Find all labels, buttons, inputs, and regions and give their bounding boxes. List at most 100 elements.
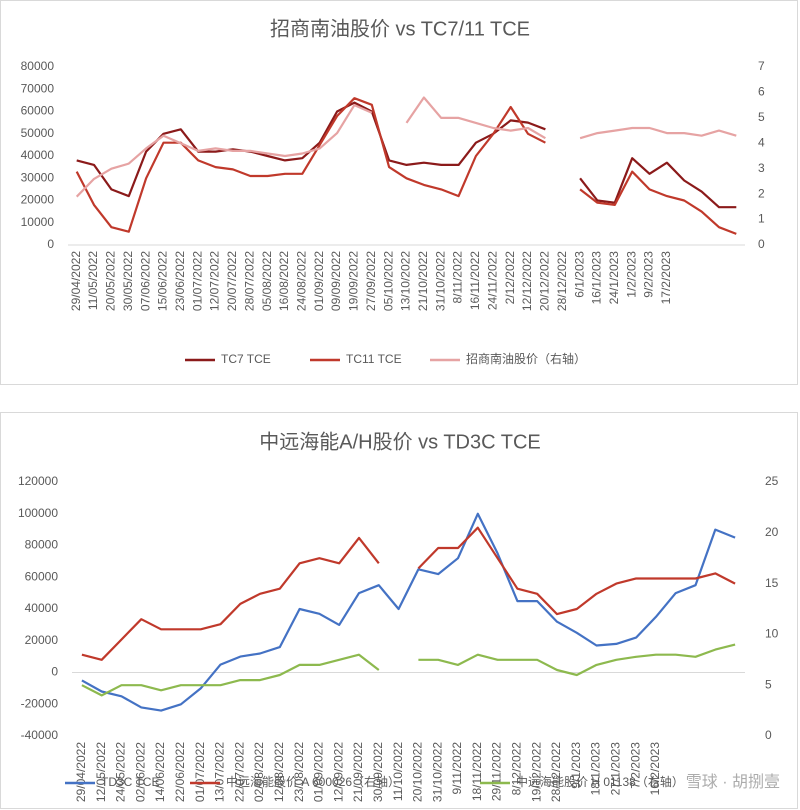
x-tick-label: 8/12/2022 [510,742,524,796]
x-tick-label: 19/09/2022 [347,251,361,311]
y2-tick-label: 3 [758,161,765,175]
y-tick-label: 20000 [25,633,59,647]
x-tick-label: 22/06/2022 [173,742,187,802]
x-tick-label: 21/10/2022 [416,251,430,311]
chart-title: 中远海能A/H股价 vs TD3C TCE [259,430,541,453]
legend-label: TD3C TCE [101,775,159,789]
x-tick-label: 07/06/2022 [138,251,152,311]
x-tick-label: 02/08/2022 [252,742,266,802]
y-tick-label: 40000 [21,148,55,162]
x-tick-label: 23/08/2022 [292,742,306,802]
y-tick-label: -40000 [21,728,59,742]
x-tick-label: 23/06/2022 [173,251,187,311]
x-tick-label: 14/06/2022 [153,742,167,802]
line-series [405,96,546,140]
y-tick-label: 60000 [25,569,59,583]
x-tick-label: 16/2/2023 [648,742,662,796]
x-tick-label: 9/11/2022 [450,742,464,795]
line-series [418,643,736,677]
x-tick-label: 29/04/2022 [69,251,83,311]
y-tick-label: 0 [51,665,58,679]
x-tick-label: 15/06/2022 [156,251,170,311]
x-tick-label: 24/05/2022 [114,742,128,802]
x-tick-label: 21/09/2022 [351,742,365,802]
x-tick-label: 1/2/2023 [624,251,638,298]
x-tick-label: 8/11/2022 [451,251,465,304]
legend-label: 招商南油股价（右轴） [466,351,586,366]
legend-label: 中远海能股价 H 01138（右轴） [516,774,684,789]
x-tick-label: 12/08/2022 [272,742,286,802]
line-series [417,526,736,616]
x-tick-label: 01/09/2022 [312,742,326,802]
y-tick-label: 120000 [18,474,58,488]
y2-tick-label: 4 [758,135,765,149]
line-series [81,536,380,661]
watermark: 雪球 · 胡捌壹 [686,773,780,791]
x-tick-label: 28/07/2022 [242,251,256,311]
y2-tick-label: 1 [758,212,765,226]
x-tick-label: 27/09/2022 [364,251,378,311]
x-tick-label: 01/09/2022 [312,251,326,311]
legend-label: TC7 TCE [221,352,271,366]
x-tick-label: 18/11/2022 [470,742,484,801]
legend-label: TC11 TCE [346,352,402,366]
y2-tick-label: 7 [758,59,765,73]
y2-tick-label: 0 [758,237,765,251]
y2-tick-label: 20 [765,525,779,539]
x-tick-label: 12/12/2022 [520,251,534,311]
x-tick-label: 20/05/2022 [104,251,118,311]
x-tick-label: 12/09/2022 [331,742,345,802]
y2-tick-label: 5 [765,677,772,691]
x-tick-label: 31/10/2022 [433,251,447,311]
x-tick-label: 16/08/2022 [277,251,291,311]
y-tick-label: 60000 [21,104,55,118]
x-tick-label: 01/07/2022 [190,251,204,311]
x-tick-label: 30/05/2022 [121,251,135,311]
legend-label: 中远海能股价 A 600026（右轴） [226,774,400,789]
x-tick-label: 2/12/2022 [503,251,517,305]
y-tick-label: 100000 [18,506,58,520]
x-tick-label: 28/12/2022 [555,251,569,311]
x-tick-label: 09/09/2022 [329,251,343,311]
x-tick-label: 16/1/2023 [590,251,604,305]
y-tick-label: 80000 [25,538,59,552]
x-tick-label: 28/12/2022 [549,742,563,802]
x-tick-label: 11/05/2022 [86,251,100,310]
y2-tick-label: 25 [765,474,779,488]
x-tick-label: 20/10/2022 [411,742,425,802]
line-series [579,157,737,209]
line-series [579,170,737,235]
x-tick-label: 7/2/2023 [628,742,642,789]
chart-frame [0,412,798,809]
x-tick-label: 13/10/2022 [399,251,413,311]
x-tick-label: 9/1/2023 [569,742,583,789]
y-tick-label: 10000 [21,215,55,229]
y-tick-label: 20000 [21,193,55,207]
x-tick-label: 17/2/2023 [659,251,673,305]
line-series [75,97,546,233]
line-series [81,653,380,697]
x-tick-label: 01/07/2022 [193,742,207,802]
y-tick-label: 30000 [21,170,55,184]
y-tick-label: 70000 [21,81,55,95]
y2-tick-label: 15 [765,576,779,590]
y-tick-label: 50000 [21,126,55,140]
chart-title: 招商南油股价 vs TC7/11 TCE [270,17,530,40]
x-tick-label: 16/11/2022 [468,251,482,310]
x-tick-label: 20/07/2022 [225,251,239,311]
x-tick-label: 24/08/2022 [295,251,309,311]
x-tick-label: 29/04/2022 [74,742,88,802]
x-tick-label: 6/1/2023 [572,251,586,298]
x-tick-label: 02/06/2022 [133,742,147,802]
y-tick-label: 40000 [25,601,59,615]
x-tick-label: 22/07/2022 [232,742,246,802]
x-tick-label: 05/10/2022 [381,251,395,311]
y-tick-label: -20000 [21,696,59,710]
x-tick-label: 20/12/2022 [538,251,552,311]
x-tick-label: 9/2/2023 [642,251,656,298]
y2-tick-label: 2 [758,186,765,200]
x-tick-label: 18/1/2023 [589,742,603,796]
x-tick-label: 27/1/2023 [609,742,623,796]
x-tick-label: 19/12/2022 [529,742,543,802]
